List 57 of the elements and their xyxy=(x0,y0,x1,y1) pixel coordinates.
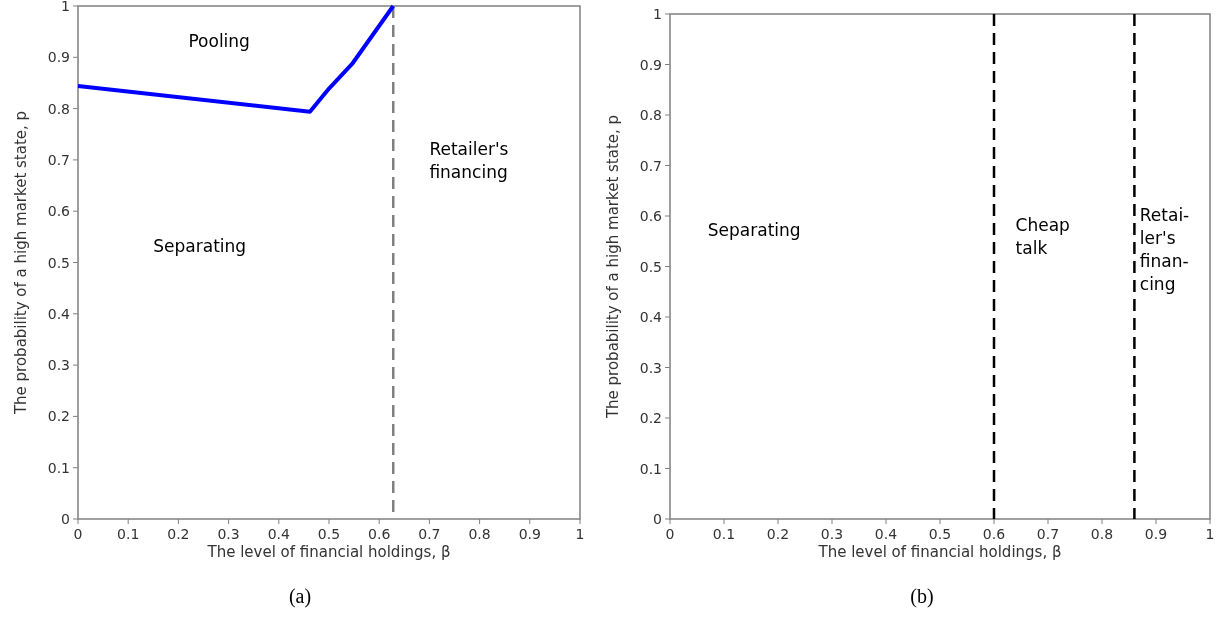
x-tick-label: 0.7 xyxy=(1036,526,1060,542)
y-tick-label: 1 xyxy=(61,0,70,14)
y-axis-title: The probability of a high market state, p xyxy=(12,110,30,416)
x-tick-label: 0 xyxy=(73,526,83,542)
x-tick-label: 0.4 xyxy=(874,526,898,542)
y-tick-label: 0.7 xyxy=(639,157,662,174)
annotation: Separating xyxy=(707,220,801,241)
x-tick-label: 0.3 xyxy=(820,526,844,542)
text: (b) xyxy=(910,585,934,608)
x-tick-label: 0.5 xyxy=(317,526,341,542)
x-tick-label: 0.5 xyxy=(928,526,952,542)
x-tick-label: 0.2 xyxy=(167,526,190,542)
line-series xyxy=(76,4,396,114)
x-tick-label: 0.3 xyxy=(217,526,240,542)
y-tick-label: 0.8 xyxy=(639,107,662,123)
y-tick-label: 0 xyxy=(653,511,662,527)
y-tick-label: 1 xyxy=(653,6,662,22)
y-tick-label: 0.6 xyxy=(639,208,663,224)
y-tick-label: 0.4 xyxy=(639,309,663,325)
x-tick-label: 0.2 xyxy=(766,526,790,542)
x-axis-title: The level of financial holdings, β xyxy=(817,543,1062,561)
y-tick-label: 0.1 xyxy=(47,459,70,476)
y-tick-label: 0.6 xyxy=(47,203,71,220)
y-tick-label: 0.5 xyxy=(639,258,662,275)
x-tick-label: 0.6 xyxy=(368,526,391,542)
x-tick-label: 0.4 xyxy=(267,526,291,542)
y-tick-label: 0.2 xyxy=(639,410,662,426)
x-tick-label: 0.1 xyxy=(712,526,736,542)
annotation: Pooling xyxy=(188,31,250,52)
y-tick-label: 0.4 xyxy=(47,305,71,322)
y-tick-label: 0.8 xyxy=(47,100,70,117)
text: (a) xyxy=(288,585,312,608)
x-tick-label: 0.9 xyxy=(518,526,541,542)
x-tick-label: 0.6 xyxy=(982,526,1006,542)
y-tick-label: 0.1 xyxy=(639,460,662,477)
y-tick-label: 0 xyxy=(61,511,70,527)
y-tick-label: 0.9 xyxy=(639,56,662,73)
x-tick-label: 1 xyxy=(575,526,585,542)
y-tick-label: 0.5 xyxy=(47,254,70,271)
y-axis-title: The probability of a high market state, p xyxy=(604,114,622,420)
annotation: Retai- ler's finan- cing xyxy=(1139,205,1190,295)
annotation: Separating xyxy=(153,236,247,257)
y-tick-label: 0.3 xyxy=(47,357,70,374)
annotation: Cheap talk xyxy=(1015,215,1070,259)
x-tick-label: 0.8 xyxy=(468,526,491,542)
x-tick-label: 0.9 xyxy=(1144,526,1168,542)
x-tick-label: 1 xyxy=(1205,526,1215,542)
y-tick-label: 0.9 xyxy=(47,49,70,66)
annotation: Retailer's financing xyxy=(429,138,509,182)
x-tick-label: 0.7 xyxy=(418,526,441,542)
y-tick-label: 0.2 xyxy=(47,408,70,425)
x-axis-title: The level of financial holdings, β xyxy=(206,543,451,561)
x-tick-label: 0.8 xyxy=(1090,526,1114,542)
x-tick-label: 0.1 xyxy=(117,526,140,542)
y-tick-label: 0.7 xyxy=(47,151,70,168)
y-tick-label: 0.3 xyxy=(639,359,662,376)
x-tick-label: 0 xyxy=(665,526,675,542)
